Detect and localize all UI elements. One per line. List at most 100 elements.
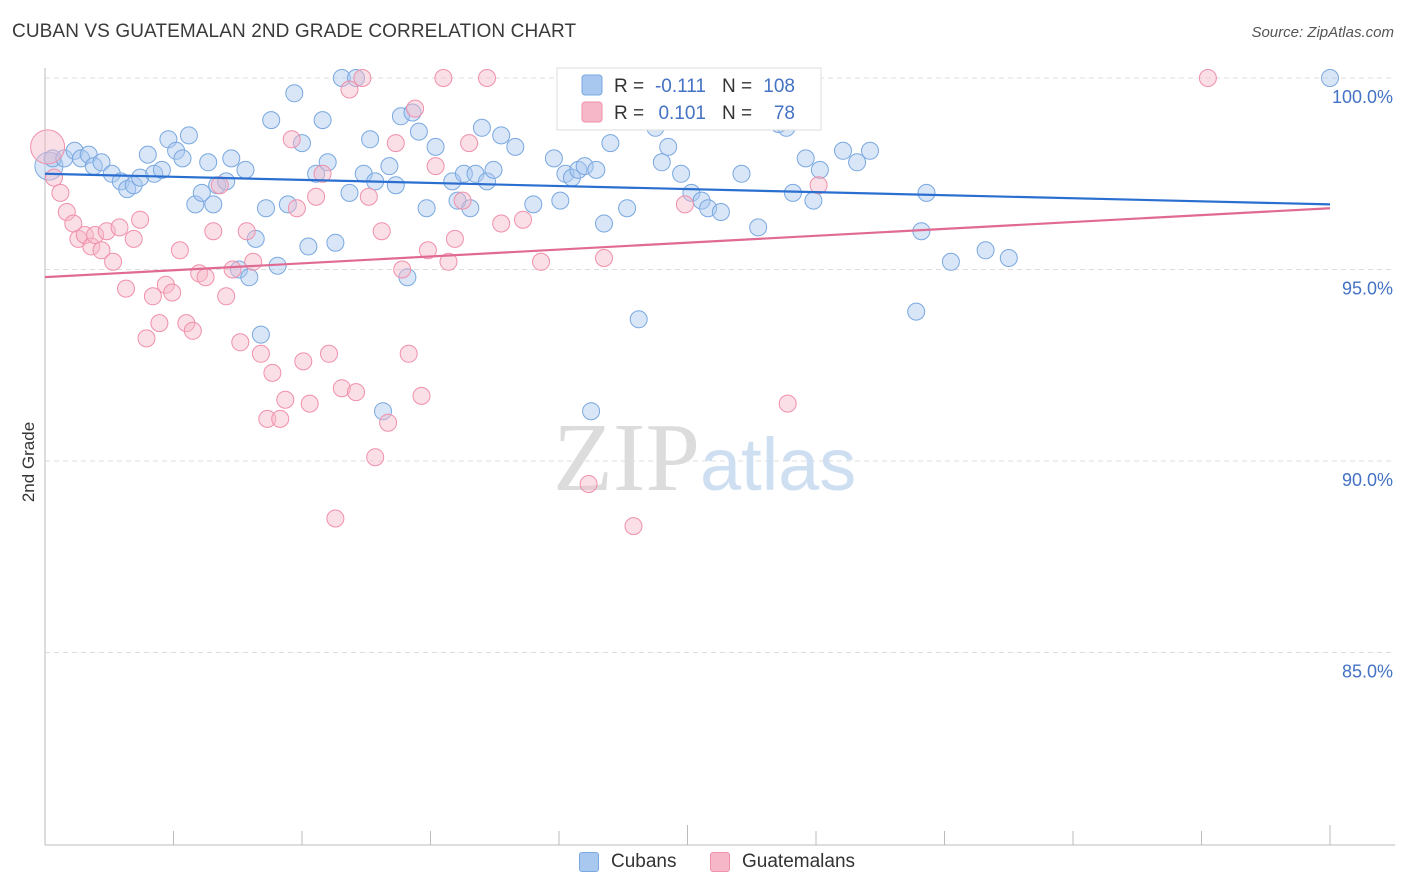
data-point	[783, 183, 802, 202]
data-point	[282, 130, 301, 149]
data-point	[544, 149, 563, 168]
data-point	[150, 314, 169, 333]
data-point	[278, 195, 297, 214]
data-point	[434, 69, 453, 87]
data-point	[532, 252, 550, 271]
data-point	[326, 233, 345, 252]
r-value: 0.101	[658, 103, 706, 124]
n-label: N =	[722, 76, 752, 97]
data-point	[347, 383, 365, 402]
data-point	[307, 187, 326, 206]
data-point	[137, 329, 156, 348]
data-point	[810, 160, 829, 179]
data-point	[595, 249, 613, 267]
data-point	[692, 191, 711, 210]
data-point	[999, 249, 1018, 267]
legend-item-guatemalans[interactable]: Guatemalans	[710, 851, 855, 873]
data-point	[848, 153, 867, 172]
y-tick-label: 100.0%	[1332, 87, 1393, 107]
data-point	[92, 153, 111, 172]
data-point	[117, 279, 135, 298]
data-point	[652, 153, 671, 172]
data-point	[834, 141, 852, 160]
data-point	[804, 191, 823, 210]
data-point	[262, 111, 281, 130]
data-point	[86, 226, 105, 244]
data-point	[399, 344, 418, 363]
data-point	[340, 183, 359, 202]
data-point	[82, 237, 101, 256]
data-point	[307, 164, 326, 183]
data-point	[131, 210, 150, 229]
data-point	[104, 252, 123, 271]
data-point	[131, 168, 150, 187]
data-point	[409, 122, 428, 141]
data-point	[672, 164, 691, 183]
data-point	[372, 222, 391, 241]
data-point	[492, 214, 511, 233]
data-point	[179, 126, 198, 145]
watermark: ZIPatlas	[553, 404, 856, 512]
data-point	[426, 157, 445, 176]
data-point	[359, 187, 378, 206]
data-point	[276, 390, 295, 409]
data-point	[595, 214, 613, 233]
data-point	[332, 379, 351, 398]
data-point	[629, 310, 648, 329]
data-point	[472, 118, 491, 137]
data-point	[204, 222, 223, 241]
data-point	[313, 111, 332, 130]
data-point	[299, 237, 318, 256]
data-point	[461, 199, 480, 218]
n-value: 78	[774, 103, 795, 124]
data-point	[484, 160, 503, 179]
n-value: 108	[763, 76, 795, 97]
data-point	[506, 137, 525, 156]
legend-label-guatemalans: Guatemalans	[742, 851, 856, 872]
data-point	[453, 191, 472, 210]
data-point	[57, 203, 76, 221]
y-tick-label: 85.0%	[1342, 662, 1393, 682]
legend-item-cubans[interactable]: Cubans	[579, 851, 677, 873]
data-point	[92, 241, 111, 260]
stats-swatch	[581, 101, 603, 123]
y-tick-label: 90.0%	[1342, 470, 1393, 490]
chart-title: CUBAN VS GUATEMALAN 2ND GRADE CORRELATIO…	[12, 21, 577, 42]
data-point	[293, 134, 311, 153]
source-label: Source: ZipAtlas.com	[1251, 24, 1394, 41]
data-point	[675, 195, 694, 214]
data-point	[110, 218, 129, 237]
data-point	[199, 153, 218, 172]
data-point	[492, 126, 511, 145]
data-point	[353, 69, 372, 87]
data-point	[326, 509, 345, 528]
data-point	[313, 164, 332, 183]
data-point	[152, 160, 171, 179]
data-point	[1321, 69, 1339, 87]
data-point	[222, 149, 241, 168]
r-label: R =	[614, 103, 644, 124]
data-point	[300, 394, 319, 413]
data-point	[170, 241, 189, 260]
data-point	[318, 153, 337, 172]
r-label: R =	[614, 76, 644, 97]
data-point	[183, 321, 202, 340]
data-point	[192, 183, 211, 202]
data-point	[587, 160, 606, 179]
data-point	[796, 149, 815, 168]
data-point	[51, 183, 70, 202]
data-point	[941, 252, 960, 271]
data-point	[240, 268, 259, 287]
data-point	[711, 203, 730, 221]
data-point	[65, 141, 84, 160]
data-point	[412, 386, 431, 405]
data-point	[244, 252, 263, 271]
data-point	[75, 226, 94, 244]
data-point	[618, 199, 637, 218]
data-point	[271, 409, 290, 428]
legend-label-cubans: Cubans	[611, 851, 677, 872]
data-point	[514, 210, 532, 229]
data-point	[124, 229, 143, 248]
data-point	[138, 145, 157, 164]
data-point	[379, 413, 398, 432]
